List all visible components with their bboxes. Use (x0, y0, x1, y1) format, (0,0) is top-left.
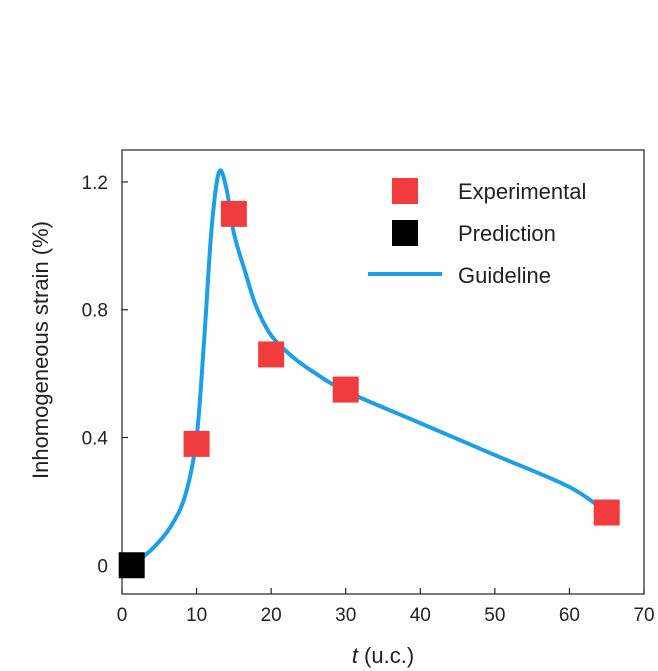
data-markers (118, 200, 620, 579)
x-tick-label: 40 (410, 605, 431, 626)
legend-label-experimental: Experimental (458, 179, 586, 204)
y-axis-title: Inhomogeneous strain (%) (28, 221, 53, 479)
experimental-data-point (332, 376, 359, 403)
experimental-data-point (258, 341, 285, 368)
y-tick-label: 0 (97, 556, 108, 577)
experimental-data-point (183, 430, 210, 457)
experimental-data-point (593, 499, 620, 526)
legend-marker-experimental (392, 178, 418, 204)
x-axis-ticks: 0 10 20 30 40 50 60 70 (117, 588, 655, 626)
x-tick-label: 0 (117, 605, 128, 626)
y-tick-label: 1.2 (82, 173, 108, 194)
plot-frame (121, 149, 645, 595)
y-axis-ticks: 0 0.4 0.8 1.2 (82, 173, 128, 577)
x-tick-label: 20 (261, 605, 282, 626)
x-tick-label: 70 (633, 605, 654, 626)
x-tick-label: 10 (186, 605, 207, 626)
guideline-series-line (129, 168, 609, 568)
x-tick-label: 30 (335, 605, 356, 626)
legend-label-guideline: Guideline (458, 263, 551, 288)
x-axis-title-variable: t (352, 643, 359, 668)
x-axis-title: t (u.c.) (352, 643, 414, 668)
x-axis-title-unit: (u.c.) (358, 643, 414, 668)
x-tick-label: 60 (559, 605, 580, 626)
y-tick-label: 0.8 (82, 301, 108, 322)
legend: Experimental Prediction Guideline (368, 178, 586, 288)
x-tick-label: 50 (484, 605, 505, 626)
legend-marker-prediction (392, 220, 418, 246)
y-tick-label: 0.4 (82, 428, 109, 449)
prediction-data-point (118, 552, 145, 579)
legend-label-prediction: Prediction (458, 221, 556, 246)
experimental-data-point (220, 200, 247, 227)
